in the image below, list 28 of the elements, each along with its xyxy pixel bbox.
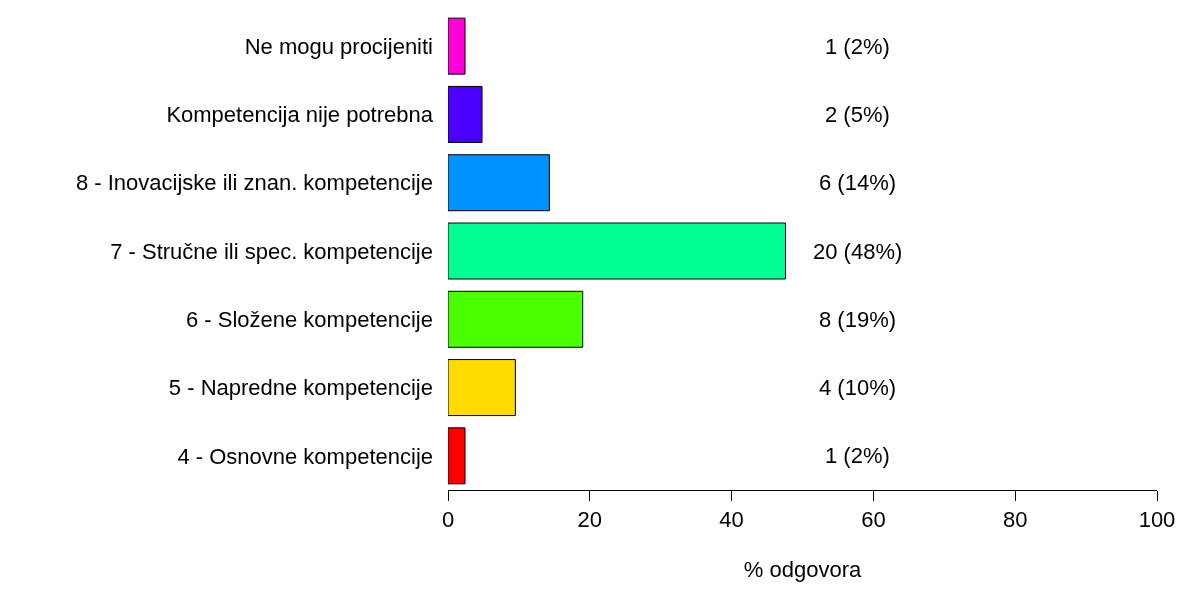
data-label: 1 (2%) [825,34,890,59]
x-tick-label: 60 [861,507,886,533]
x-tick-label: 80 [1002,507,1028,533]
data-label: 1 (2%) [825,443,890,468]
data-label: 20 (48%) [813,239,903,264]
data-label: 6 (14%) [819,170,897,195]
y-tick-label: 4 - Osnovne kompetencije [177,443,433,469]
x-tick-label: 100 [1138,507,1176,533]
bar [448,222,786,280]
x-axis-title: % odgovora [743,557,862,583]
data-label: 4 (10%) [819,375,897,400]
y-tick-label: 8 - Inovacijske ili znan. kompetencije [75,170,433,196]
y-tick-label: Kompetencija nije potrebna [166,102,434,128]
bar [448,290,584,348]
bar [448,85,483,143]
y-tick-label: 7 - Stručne ili spec. kompetencije [110,238,433,264]
bar [448,427,466,485]
bar [448,17,466,75]
x-tick-label: 40 [719,507,744,533]
data-label: 8 (19%) [819,307,897,332]
bar [448,154,550,212]
y-tick-label: Ne mogu procijeniti [244,33,433,59]
y-tick-label: 6 - Složene kompetencije [185,306,433,332]
y-tick-label: 5 - Napredne kompetencije [168,375,433,401]
x-tick-label: 20 [577,507,603,533]
x-tick-label: 0 [441,507,455,533]
bar [448,359,516,417]
data-label: 2 (5%) [825,102,890,127]
